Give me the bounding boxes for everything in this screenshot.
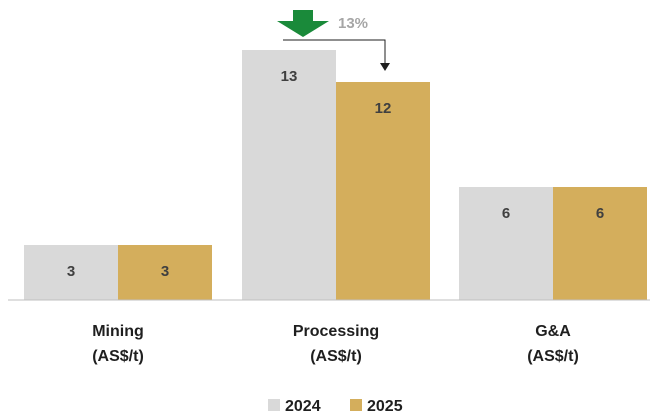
- data-label-2024-0: 3: [67, 263, 75, 280]
- category-label-1-line-0: Processing: [293, 323, 379, 340]
- bar-2024-0: [24, 245, 118, 300]
- category-label-0-line-1: (AS$/t): [92, 348, 144, 365]
- data-label-2024-1: 13: [281, 68, 298, 85]
- bar-2024-2: [459, 187, 553, 300]
- data-label-2025-2: 6: [596, 205, 604, 222]
- change-annotation: 13%: [277, 10, 390, 71]
- category-label-2-line-0: G&A: [535, 323, 571, 340]
- legend-swatch-2025: [350, 399, 362, 411]
- legend-swatch-2024: [268, 399, 280, 411]
- category-label-0-line-0: Mining: [92, 323, 144, 340]
- category-label-1-line-1: (AS$/t): [310, 348, 362, 365]
- legend: 2024 2025: [268, 398, 403, 415]
- bar-2024-1: [242, 50, 336, 300]
- bar-2025-2: [553, 187, 647, 300]
- category-labels: Mining (AS$/t) Processing (AS$/t) G&A (AS$/t): [92, 323, 579, 365]
- bar-2025-1: [336, 82, 430, 300]
- legend-label-2025: 2025: [367, 398, 403, 415]
- connector-arrowhead: [380, 63, 390, 71]
- annotation-percent: 13%: [338, 15, 368, 32]
- data-label-2025-1: 12: [375, 100, 392, 117]
- bars-group: 3 3 13 12 6 6: [24, 50, 647, 300]
- category-label-2-line-1: (AS$/t): [527, 348, 579, 365]
- bar-2025-0: [118, 245, 212, 300]
- data-label-2024-2: 6: [502, 205, 510, 222]
- annotation-connector: [283, 39, 386, 64]
- legend-label-2024: 2024: [285, 398, 321, 415]
- data-label-2025-0: 3: [161, 263, 169, 280]
- down-arrow-icon: [277, 10, 329, 37]
